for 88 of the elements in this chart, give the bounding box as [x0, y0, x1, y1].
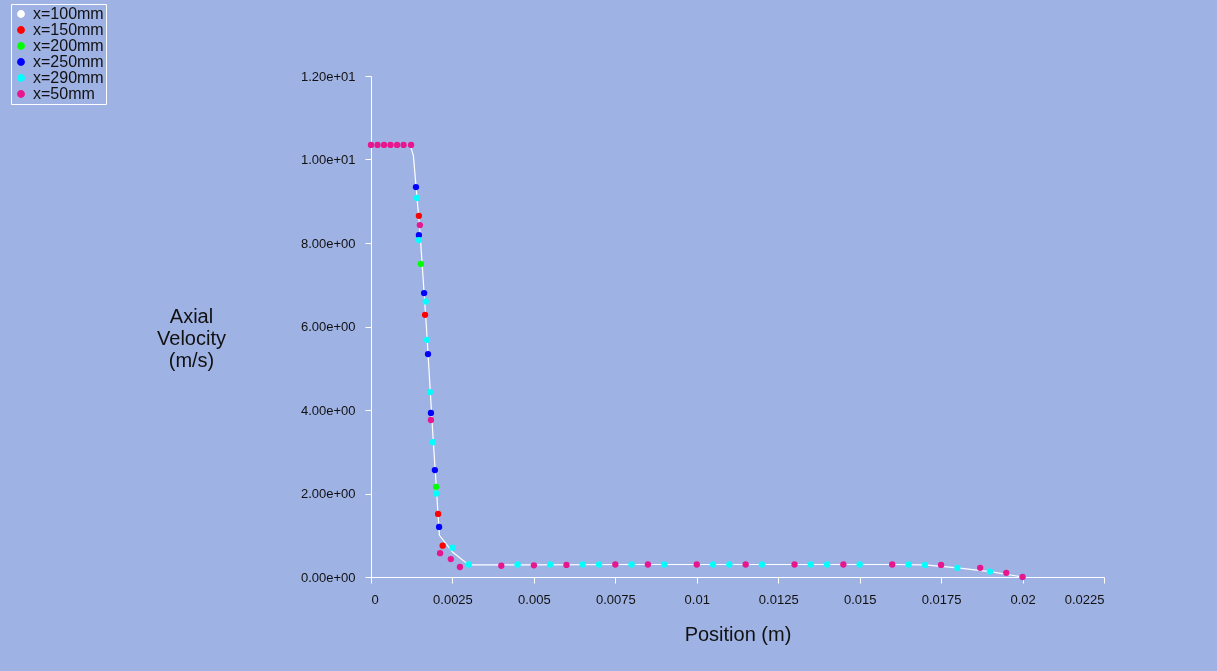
y-axis-title: Axial Velocity (m/s)	[157, 304, 226, 371]
point	[422, 298, 429, 305]
point	[595, 561, 603, 568]
x-tick-label: 0.015	[843, 591, 877, 607]
y-tick-label: 4.00e+00	[300, 402, 356, 418]
point	[709, 561, 717, 568]
x-tick-label: 0.01	[684, 591, 710, 607]
point	[456, 563, 464, 571]
point	[742, 561, 749, 568]
x-tick-label: 0.0025	[433, 591, 473, 607]
y-tick-label: 2.00e+00	[300, 486, 356, 501]
x-tick-label: 0.0125	[758, 591, 799, 607]
y-tick-label: 0.00e+00	[300, 569, 356, 585]
legend-label: x=100mm	[33, 5, 104, 22]
point	[791, 561, 798, 568]
point	[429, 438, 437, 446]
x-tick-label: 0.02	[1010, 591, 1036, 607]
x-axis-title: Position (m)	[684, 622, 792, 645]
point	[937, 561, 945, 569]
legend-label: x=150mm	[33, 21, 104, 38]
x-tick-label: 0.005	[518, 591, 551, 607]
point	[1003, 569, 1010, 576]
point	[436, 550, 444, 557]
point	[387, 141, 394, 149]
legend-label: x=200mm	[33, 37, 104, 54]
point	[421, 311, 429, 318]
point	[435, 523, 443, 531]
point	[424, 350, 432, 358]
point	[431, 466, 439, 474]
y-tick-label: 8.00e+00	[300, 235, 356, 251]
point	[412, 183, 420, 191]
point	[530, 562, 538, 569]
point	[977, 564, 984, 571]
legend-label: x=290mm	[33, 69, 104, 86]
point	[449, 544, 456, 551]
point	[823, 561, 831, 568]
point	[514, 561, 521, 568]
point	[856, 561, 863, 568]
point	[374, 141, 381, 149]
point	[465, 561, 472, 568]
point	[413, 194, 421, 202]
y-tick-label: 6.00e+00	[300, 319, 356, 334]
point	[563, 561, 570, 569]
point	[415, 212, 423, 220]
point	[407, 141, 415, 149]
point	[427, 409, 435, 417]
point	[889, 561, 896, 568]
legend-label: x=250mm	[33, 53, 104, 70]
point	[417, 260, 425, 268]
point	[434, 510, 442, 518]
point	[367, 141, 375, 149]
point	[380, 141, 388, 149]
point	[628, 561, 635, 568]
point	[921, 561, 928, 569]
point	[427, 416, 435, 424]
point	[579, 561, 586, 568]
point	[547, 561, 554, 568]
x-tick-label: 0.0075	[595, 591, 636, 607]
point	[954, 564, 961, 571]
point	[693, 561, 700, 568]
x-tick-label: 0.0175	[921, 591, 962, 607]
point	[661, 561, 668, 568]
point	[432, 490, 440, 497]
x-tick-label: 0.0225	[1064, 591, 1105, 607]
point	[644, 561, 652, 568]
point	[420, 289, 428, 297]
point	[415, 231, 423, 239]
point	[393, 141, 401, 149]
point	[612, 561, 619, 568]
point	[432, 483, 440, 490]
point	[807, 561, 814, 568]
point	[423, 336, 431, 344]
point	[416, 221, 424, 229]
y-tick-label: 1.20e+01	[300, 68, 356, 84]
x-tick-label: 0	[371, 591, 379, 607]
point	[840, 561, 847, 568]
y-tick-label: 1.00e+01	[300, 152, 356, 167]
point	[905, 561, 912, 568]
point	[498, 562, 505, 569]
point	[726, 561, 733, 568]
point	[447, 555, 454, 563]
point	[400, 141, 407, 149]
point	[986, 568, 994, 575]
point	[758, 561, 766, 568]
point	[415, 236, 423, 244]
point	[439, 542, 446, 549]
legend-label: x=50mm	[33, 85, 95, 102]
point	[426, 388, 434, 396]
